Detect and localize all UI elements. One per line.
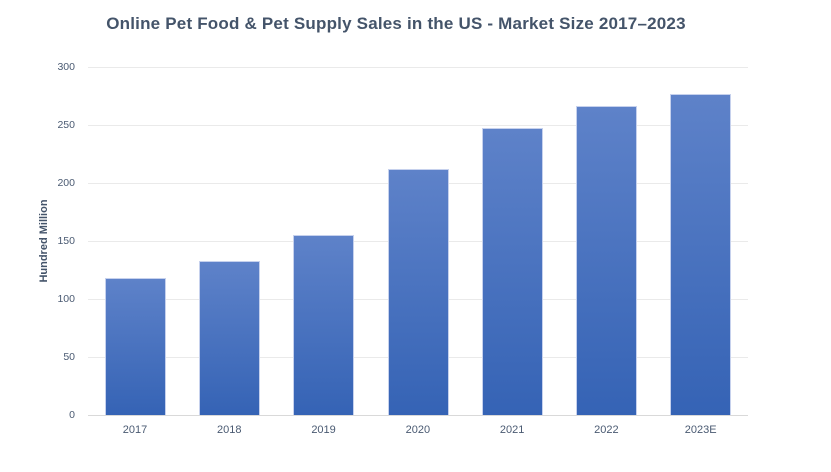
bar-2017 bbox=[104, 278, 166, 415]
y-axis-tick-label: 150 bbox=[57, 235, 75, 247]
bar-2023e bbox=[670, 93, 732, 415]
x-axis-label-2021: 2021 bbox=[499, 424, 525, 436]
y-axis-tick-label: 250 bbox=[57, 119, 75, 131]
y-axis-tick-label: 50 bbox=[63, 351, 75, 363]
x-axis-label-2018: 2018 bbox=[217, 424, 242, 436]
bar-2019 bbox=[293, 235, 355, 415]
y-axis-tick-label: 100 bbox=[57, 293, 75, 305]
x-axis-label-2022: 2022 bbox=[594, 424, 619, 436]
x-axis-line bbox=[88, 415, 748, 416]
x-axis-label-2020: 2020 bbox=[405, 424, 431, 436]
y-axis-tick-label: 300 bbox=[57, 61, 75, 73]
chart-title: Online Pet Food & Pet Supply Sales in th… bbox=[106, 14, 686, 33]
y-axis-tick-label: 0 bbox=[69, 409, 75, 421]
x-axis-label-2017: 2017 bbox=[122, 424, 148, 436]
bar-2020 bbox=[387, 169, 449, 415]
bar-2022 bbox=[576, 106, 638, 415]
plot-area bbox=[88, 67, 748, 416]
x-axis-label-2019: 2019 bbox=[311, 424, 336, 436]
y-axis-tick-label: 200 bbox=[57, 177, 75, 189]
bar-2018 bbox=[198, 260, 260, 415]
bar-2021 bbox=[481, 128, 543, 415]
gridline bbox=[88, 67, 748, 68]
gridline bbox=[88, 125, 748, 126]
x-axis-label-2023e: 2023E bbox=[684, 424, 717, 436]
